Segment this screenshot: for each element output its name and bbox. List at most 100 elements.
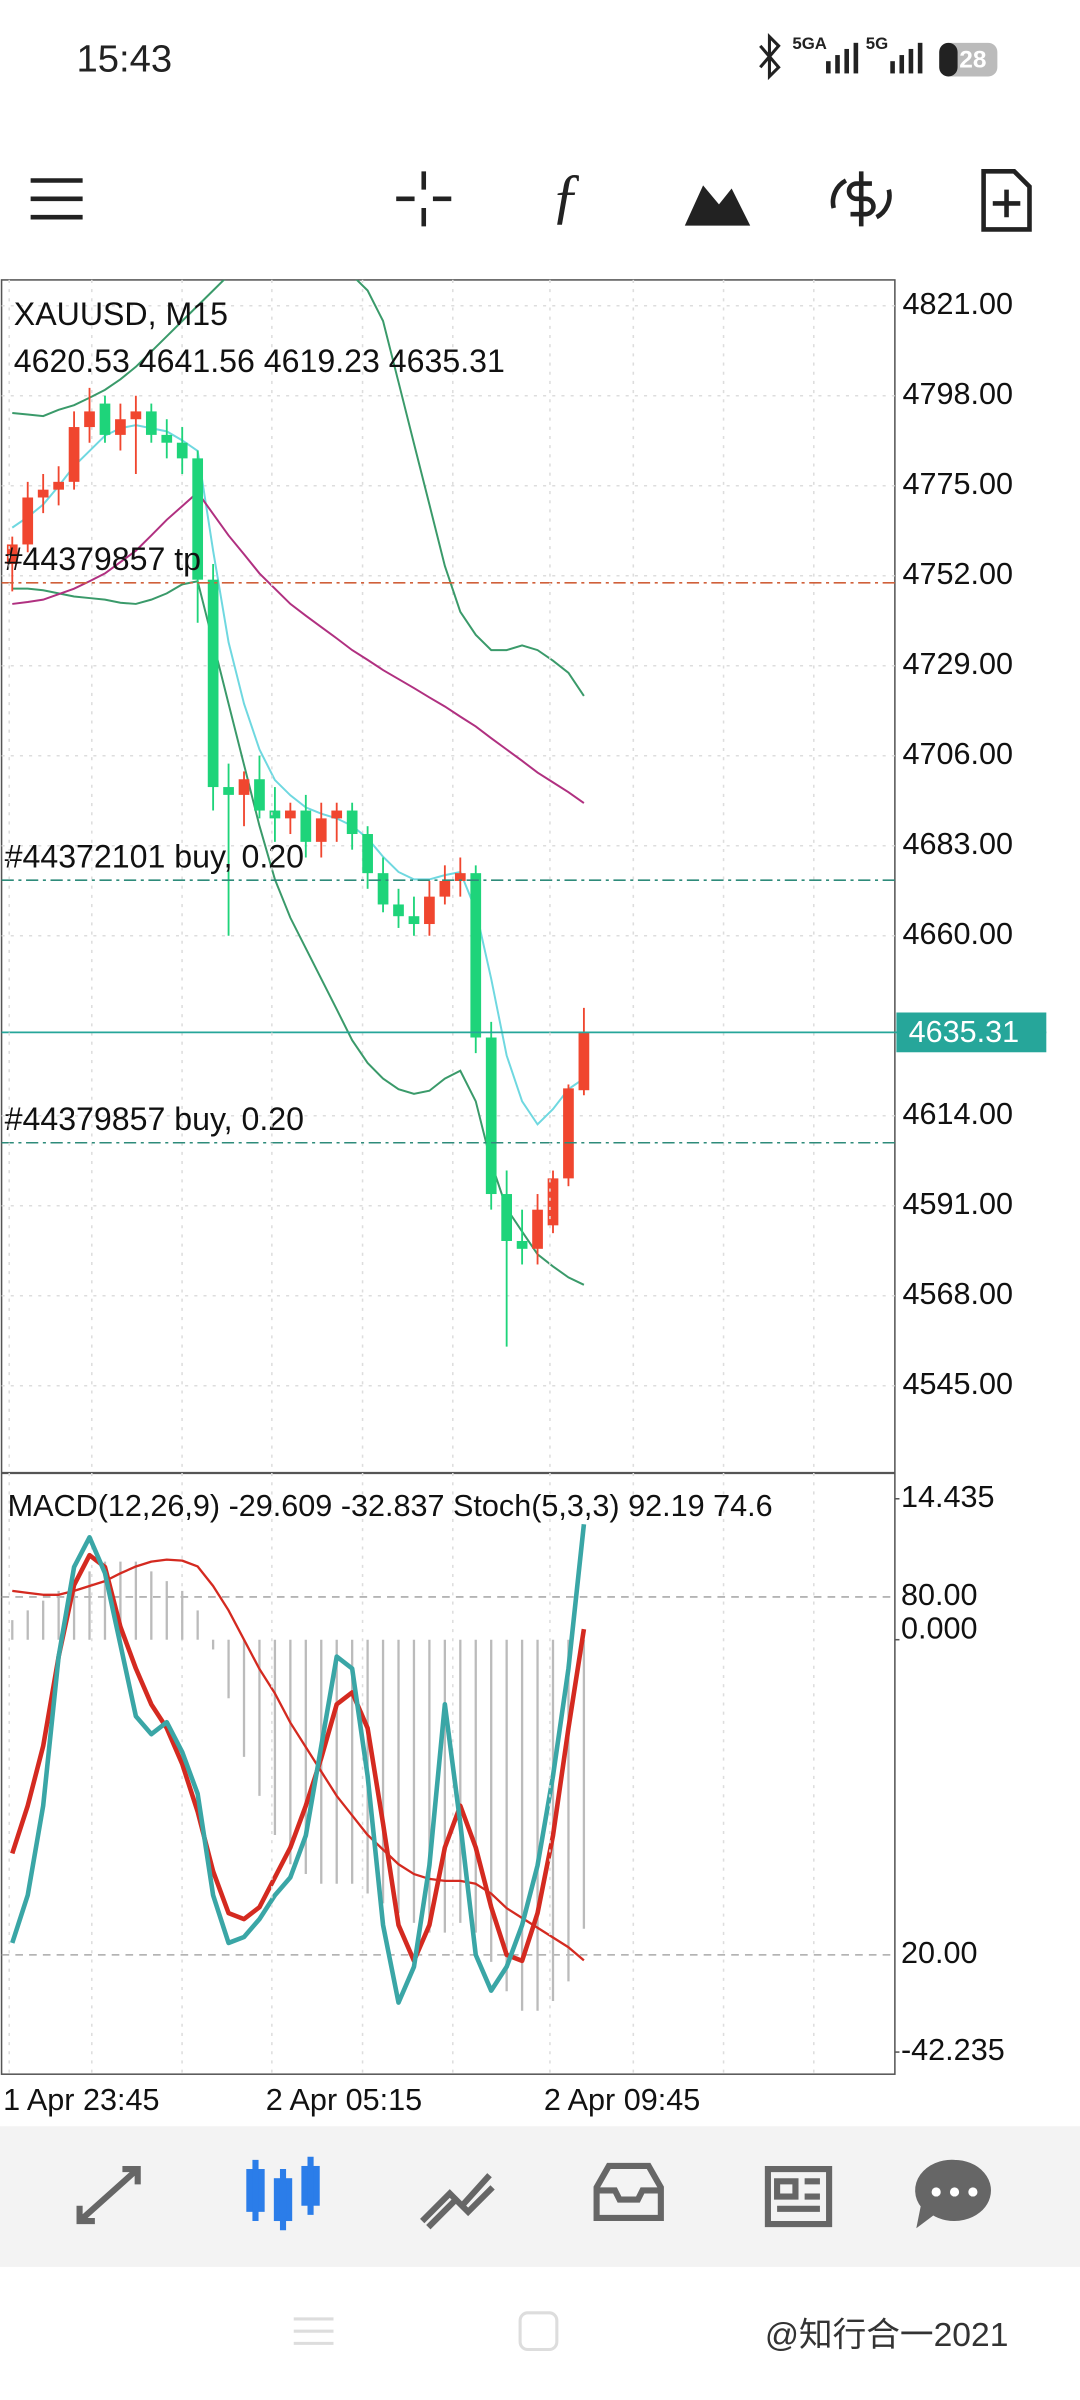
candle-body [22,497,34,545]
signal-value: -32.837 [341,1489,445,1523]
candle-body [346,810,358,835]
y-tick-label: 4706.00 [903,737,1014,771]
candle-body [393,904,404,917]
x-tick-label: 2 Apr 09:45 [544,2083,700,2117]
home-button[interactable] [518,2311,559,2352]
stoch-k-line [10,1523,587,2005]
macd-value: -29.609 [229,1489,333,1523]
chart-tab[interactable] [246,2156,320,2231]
y-tick-label: 4660.00 [903,917,1014,951]
candle-body [115,419,126,435]
candle-body [130,411,142,420]
battery-text: 28 [959,47,986,74]
candle-body [238,779,250,795]
trade-tab[interactable] [420,2173,495,2230]
y-tick-label: 4591.00 [903,1187,1014,1221]
close-value: 4635.31 [389,344,505,380]
low-value: 4619.23 [264,344,380,380]
y-tick-label: 80.00 [901,1578,978,1612]
y-tick-label: 4568.00 [903,1277,1014,1311]
candle-body [424,896,435,925]
macd-title: MACD(12,26,9) [8,1489,220,1523]
candle-body [362,834,373,874]
quotes-tab[interactable] [76,2165,141,2225]
y-tick-label: 20.00 [901,1936,978,1970]
bottom-nav [0,2126,1080,2267]
order-label: #44379857 tp [5,541,201,577]
clock: 15:43 [77,37,173,80]
axes: 4821.00 4798.00 4775.00 4752.00 4729.00 4706.… [3,279,1047,2117]
indicator-button[interactable]: ƒ [551,162,582,230]
y-tick-label: 4775.00 [903,467,1014,501]
candle-body [207,579,219,788]
candle-body [161,434,173,443]
candle-body [377,873,389,905]
y2-tick-label: 14.435 [901,1480,995,1514]
candle-body [223,787,234,795]
watermark: @知行合一2021 [765,2316,1009,2354]
bluetooth-icon [759,33,781,81]
candle-body [501,1194,513,1241]
y2-tick-label: -42.235 [901,2033,1005,2067]
x-tick-label: 1 Apr 23:45 [3,2083,159,2117]
candle-body [470,873,482,1038]
candle-body [532,1209,543,1249]
candle-body [145,411,157,435]
history-tab[interactable] [593,2162,664,2222]
candle-body [84,411,95,428]
candle-body [6,544,18,565]
candle-body [269,810,281,819]
y-tick-label: 4729.00 [903,647,1014,681]
indicator-line [12,490,585,804]
candle-body [485,1037,497,1195]
new-order-button[interactable] [981,169,1032,232]
candle-body [53,481,64,490]
signal-line [12,1558,585,1962]
news-tab[interactable] [764,2165,833,2228]
network-label: 5GA [792,34,827,53]
y-tick-label: 4614.00 [903,1097,1014,1131]
trade-button[interactable] [830,171,892,227]
indicator-header: MACD(12,26,9) -29.609 -32.837 Stoch(5,3,… [8,1489,773,1523]
candle-body [254,779,265,811]
chat-dots [931,2187,978,2197]
crosshair-button[interactable] [396,171,452,227]
candle-body [563,1088,574,1179]
objects-button[interactable] [684,185,751,226]
candle-body [99,403,111,435]
signal-icon [826,42,859,74]
y-tick-label: 4752.00 [903,557,1014,591]
status-bar: 15:43 5GA 5G 28 [77,33,998,81]
chart-frame [0,279,896,2075]
current-price-box [896,1012,1047,1053]
candle-body [285,810,296,819]
signal-icon [890,42,923,74]
indicator-line [12,580,585,1286]
order-label: #44379857 buy, 0.20 [5,1101,304,1137]
order-label: #44372101 buy, 0.20 [5,838,304,874]
candle-body [300,810,312,842]
stoch-k-value: 92.19 [628,1489,705,1523]
network-label: 5G [866,34,888,53]
y-tick-label: 4545.00 [903,1367,1014,1401]
candle-body [176,442,188,459]
menu-button[interactable] [30,178,83,220]
indicator-plot [1,1523,895,2011]
recents-button[interactable] [293,2317,334,2345]
candle-body [192,458,204,580]
candle-body [516,1240,528,1249]
candle-body [439,880,451,897]
y2-tick-label: 0.000 [901,1612,978,1646]
battery-level [939,42,958,77]
x-tick-label: 2 Apr 05:15 [266,2083,422,2117]
current-price-label: 4635.31 [909,1015,1020,1049]
candle-body [547,1178,559,1226]
open-value: 4620.53 [14,344,130,380]
y-tick-label: 4798.00 [903,377,1014,411]
stoch-title: Stoch(5,3,3) [453,1489,620,1523]
candle-body [454,873,466,881]
high-value: 4641.56 [139,344,255,380]
candle-body [408,916,420,925]
stoch-d-value: 74.6 [713,1489,773,1523]
